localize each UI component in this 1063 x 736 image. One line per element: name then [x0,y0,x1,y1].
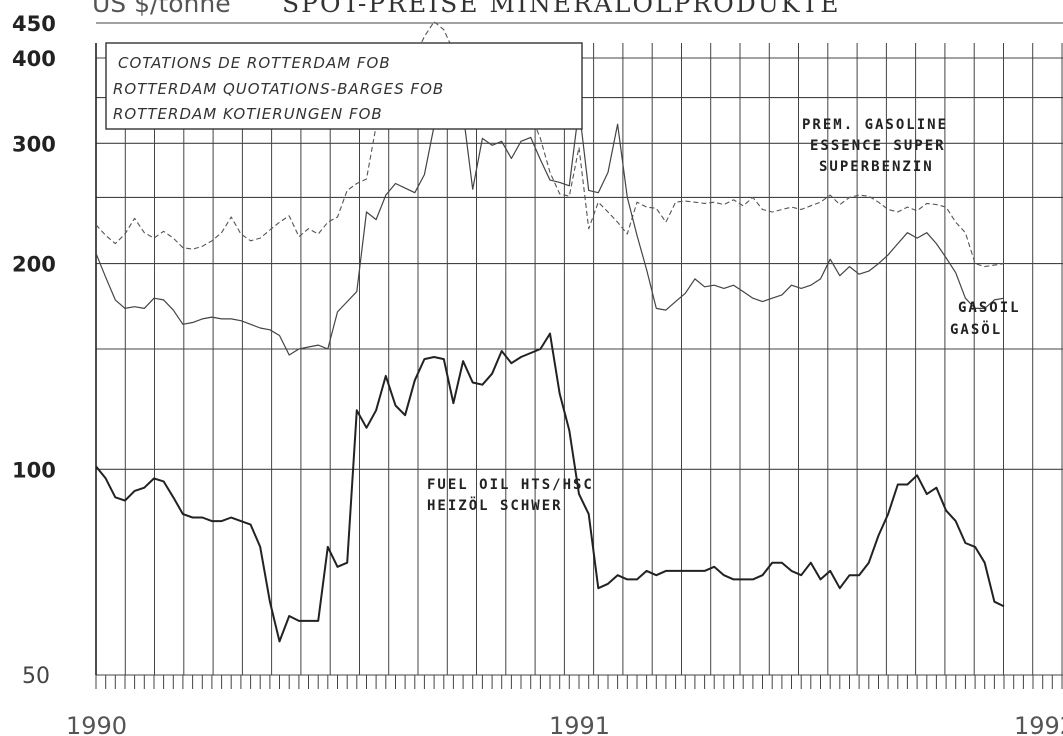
gasoline-series-line [95,21,1005,268]
x-minor-ticks [95,675,1063,689]
fuel-oil-label: FUEL OIL HTS/HSC HEIZÖL SCHWER [427,477,594,514]
gasoline-label-line-3: SUPERBENZIN [819,159,934,175]
legend-frame [105,42,583,130]
x-tick-label: 1990 [66,712,127,736]
y-tick-label: 200 [12,253,56,277]
gasoil-label-line-2: GASÖL [950,320,1002,338]
gasoline-label-line-1: PREM. GASOLINE [802,117,948,133]
x-tick-label: 1992 [1014,712,1063,736]
y-axis-ticks: 450 400 300 200 100 50 [12,12,56,689]
series-lines [95,21,1005,643]
fuel-oil-series-line [95,332,1005,643]
legend-line-1: COTATIONS DE ROTTERDAM FOB [118,54,391,72]
legend-line-2: ROTTERDAM QUOTATIONS-BARGES FOB [113,80,444,98]
y-tick-label: 100 [12,458,56,482]
fuel-oil-label-line-2: HEIZÖL SCHWER [427,496,563,514]
chart-unit-label: US $/tonne [92,0,231,18]
gasoil-label-line-1: GASOIL [958,300,1021,316]
x-axis-ticks: 1990 1991 1992 [66,712,1063,736]
chart-grid [95,22,1063,676]
gasoline-label: PREM. GASOLINE ESSENCE SUPER SUPERBENZIN [802,117,948,175]
gasoil-label: GASOIL GASÖL [950,300,1021,338]
chart-title: SPOT-PREISE MINERALÖLPRODUKTE [282,0,840,18]
gasoline-label-line-2: ESSENCE SUPER [810,138,946,154]
legend-line-3: ROTTERDAM KOTIERUNGEN FOB [113,105,383,123]
y-tick-label: 50 [22,664,50,689]
y-tick-label: 400 [12,47,56,71]
y-tick-label: 450 [12,12,56,36]
gasoil-series-line [95,63,1005,356]
y-tick-label: 300 [12,132,56,156]
x-tick-label: 1991 [549,712,610,736]
legend-box: COTATIONS DE ROTTERDAM FOB ROTTERDAM QUO… [105,42,583,130]
fuel-oil-label-line-1: FUEL OIL HTS/HSC [427,477,594,493]
